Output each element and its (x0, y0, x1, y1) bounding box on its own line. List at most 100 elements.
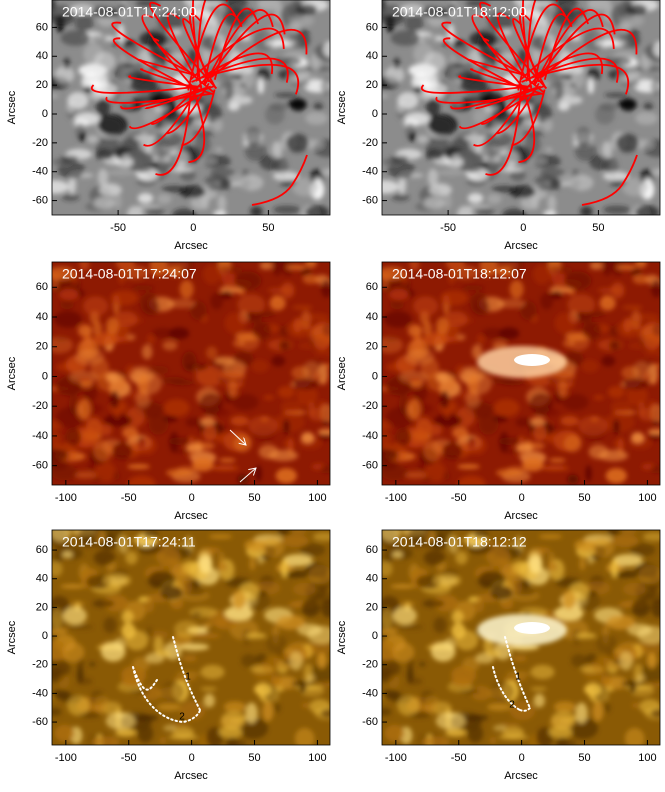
texture-blob (105, 371, 119, 384)
y-tick-label: 60 (36, 281, 48, 293)
texture-blob (266, 633, 287, 654)
field-line (128, 91, 205, 130)
texture-blob (227, 173, 256, 182)
texture-blob (466, 204, 492, 209)
texture-blob (254, 682, 272, 696)
texture-blob (289, 651, 303, 671)
texture-blob (623, 377, 649, 390)
texture-blob (129, 442, 146, 454)
texture-blob (467, 374, 479, 395)
texture-blob (246, 311, 256, 318)
texture-blob (471, 344, 483, 360)
texture-blob (550, 290, 563, 300)
texture-blob (416, 135, 429, 144)
texture-blob (465, 390, 481, 408)
texture-blob (498, 167, 524, 172)
texture-blob (473, 599, 485, 613)
texture-blob (304, 205, 330, 215)
texture-blob (99, 183, 122, 197)
texture-blob (74, 112, 101, 126)
texture-blob (202, 424, 217, 441)
texture-blob (382, 93, 389, 99)
texture-blob (505, 671, 531, 677)
loop-trace (492, 636, 531, 712)
texture-blob (322, 323, 330, 338)
texture-blob (130, 75, 158, 93)
texture-blob (432, 573, 462, 588)
texture-blob (249, 206, 263, 215)
y-tick-label: -40 (362, 687, 378, 699)
texture-blob (497, 154, 509, 173)
texture-blob (185, 417, 202, 428)
texture-blob (562, 590, 576, 610)
texture-blob (77, 398, 91, 421)
texture-blob (532, 264, 551, 285)
texture-blob (92, 332, 119, 347)
texture-blob (554, 312, 576, 334)
field-line (581, 154, 638, 206)
texture-blob (542, 118, 553, 132)
texture-blob (79, 262, 90, 271)
texture-blob (100, 641, 126, 662)
y-tick-label: 60 (366, 281, 378, 293)
texture-blob (52, 93, 59, 99)
texture-blob (301, 702, 311, 708)
texture-blob (403, 471, 427, 479)
texture-blob (382, 689, 401, 700)
panel-title: 2014-08-01T17:24:00 (62, 4, 197, 20)
panel: 1 2 2014-08-01T18:12:12 -100 -50 0 50 100 60 40 20… (336, 529, 661, 782)
texture-blob (485, 649, 501, 657)
y-tick-label: 40 (366, 50, 378, 62)
texture-blob (137, 374, 149, 395)
texture-blob (238, 334, 260, 351)
texture-blob (390, 155, 409, 163)
texture-blob (301, 599, 320, 617)
texture-blob (465, 0, 489, 7)
texture-blob (80, 379, 93, 388)
texture-blob (93, 51, 116, 72)
texture-blob (205, 346, 218, 360)
texture-blob (500, 722, 521, 728)
texture-blob (317, 363, 329, 385)
texture-blob (641, 661, 660, 684)
y-tick-label: 0 (372, 108, 378, 120)
texture-blob (460, 75, 488, 93)
texture-blob (259, 154, 281, 171)
texture-blob (468, 131, 480, 149)
texture-blob (218, 726, 243, 739)
texture-blob (320, 77, 330, 96)
texture-blob (404, 13, 424, 33)
y-tick-label: 20 (366, 79, 378, 91)
x-tick-label: 0 (519, 492, 525, 504)
texture-blob (392, 550, 403, 559)
texture-blob (583, 29, 605, 52)
x-tick-label: 0 (189, 492, 195, 504)
texture-blob (178, 268, 190, 274)
texture-blob (608, 340, 621, 351)
field-line (519, 13, 540, 83)
texture-blob (238, 717, 269, 740)
texture-blob (391, 193, 410, 202)
x-tick-label: -100 (385, 492, 407, 504)
texture-blob (302, 361, 321, 381)
texture-blob (634, 262, 647, 269)
texture-blob (585, 464, 592, 482)
texture-blob (650, 77, 660, 96)
texture-blob (650, 465, 660, 474)
texture-blob (66, 102, 76, 114)
texture-blob (525, 133, 541, 154)
x-tick-label: 50 (578, 752, 590, 764)
texture-blob (186, 444, 204, 452)
texture-blob (631, 599, 650, 617)
texture-blob (304, 262, 317, 269)
x-tick-label: 0 (189, 752, 195, 764)
texture-blob (263, 395, 275, 400)
y-tick-label: -20 (362, 400, 378, 412)
texture-blob (653, 41, 660, 58)
texture-blob (551, 710, 577, 730)
texture-blob (317, 428, 330, 435)
texture-blob (275, 468, 297, 484)
field-line (538, 13, 616, 79)
texture-blob (200, 158, 216, 164)
texture-blob (427, 114, 458, 136)
